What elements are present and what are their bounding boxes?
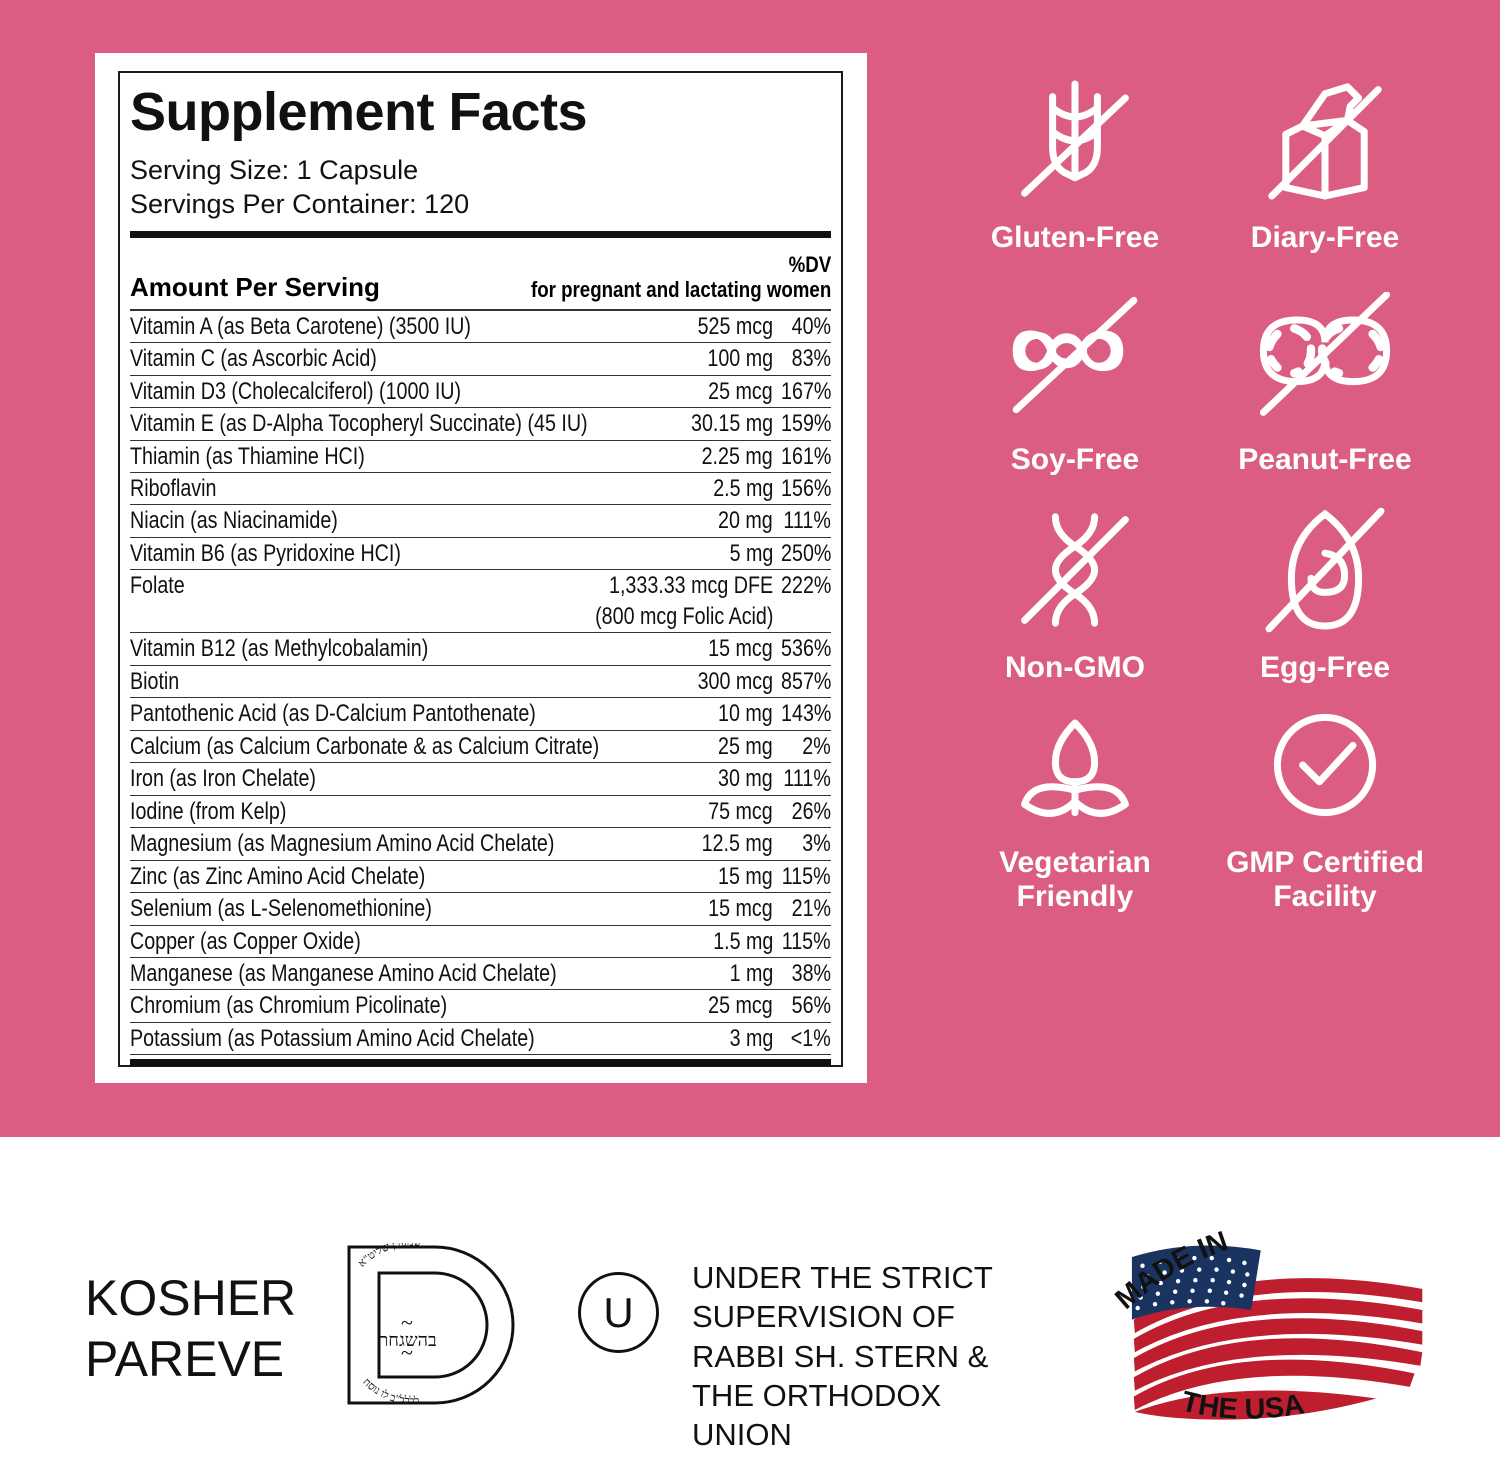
svg-text:~: ~ (401, 1340, 413, 1365)
